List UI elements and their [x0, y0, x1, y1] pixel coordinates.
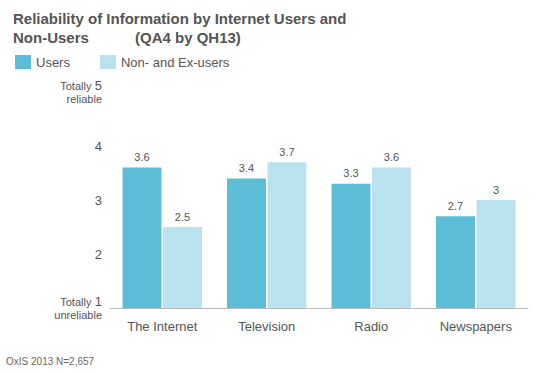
svg-text:unreliable: unreliable — [54, 309, 102, 321]
svg-text:The Internet: The Internet — [127, 319, 197, 334]
svg-text:Non-Users: Non-Users — [13, 29, 89, 46]
svg-text:OxIS 2013 N=2,657: OxIS 2013 N=2,657 — [6, 356, 95, 367]
svg-text:3.3: 3.3 — [343, 167, 358, 179]
svg-text:3: 3 — [95, 193, 102, 208]
svg-text:Totally: Totally — [60, 80, 92, 92]
svg-text:Reliability of Information by: Reliability of Information by Internet U… — [13, 10, 351, 27]
svg-text:3.4: 3.4 — [239, 162, 254, 174]
svg-text:3.7: 3.7 — [279, 146, 294, 158]
svg-text:Newspapers: Newspapers — [440, 319, 513, 334]
svg-text:3.6: 3.6 — [384, 151, 399, 163]
svg-text:1: 1 — [95, 294, 102, 309]
svg-text:Non- and Ex-users: Non- and Ex-users — [121, 55, 230, 70]
svg-text:2.7: 2.7 — [448, 200, 463, 212]
svg-text:3: 3 — [493, 184, 499, 196]
svg-text:5: 5 — [95, 78, 102, 93]
svg-text:Radio: Radio — [354, 319, 388, 334]
svg-text:4: 4 — [95, 139, 102, 154]
svg-text:reliable: reliable — [67, 93, 102, 105]
svg-text:3.6: 3.6 — [134, 151, 149, 163]
svg-text:Users: Users — [36, 55, 70, 70]
svg-text:Totally: Totally — [60, 296, 92, 308]
svg-text:2.5: 2.5 — [175, 211, 190, 223]
svg-text:Television: Television — [238, 319, 295, 334]
svg-text:(QA4 by QH13): (QA4 by QH13) — [135, 29, 241, 46]
svg-text:2: 2 — [95, 247, 102, 262]
